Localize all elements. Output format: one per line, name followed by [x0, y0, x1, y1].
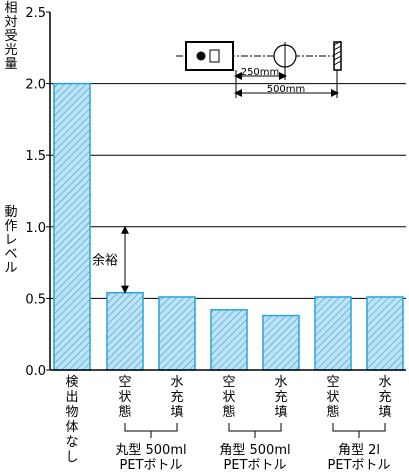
y-tick-label: 0.5: [25, 292, 46, 307]
reflector-hatch: [333, 50, 342, 56]
reflector-hatch: [333, 40, 342, 46]
y-tick-label: 0.0: [25, 364, 46, 379]
sensor-emitter-icon: [196, 51, 206, 61]
category-label: 空状態: [222, 375, 235, 420]
y-tick-label: 1.5: [25, 149, 46, 164]
dim-label-short: 250mm: [241, 67, 280, 78]
group-label-line2: PETボトル: [120, 458, 183, 473]
axes: [49, 12, 406, 371]
group-label-line2: PETボトル: [224, 458, 287, 473]
annotations: 余裕: [92, 225, 129, 294]
group-bracket: [228, 423, 282, 432]
group-label-line1: 角型 2l: [338, 443, 380, 458]
y-tick-label: 1.0: [25, 221, 46, 236]
category-label: 水充填: [170, 375, 183, 420]
group-label-line1: 角型 500ml: [219, 443, 290, 458]
category-label: 水充填: [378, 375, 391, 420]
sensor-receiver-icon: [209, 49, 220, 63]
threshold-label: 動作レベル: [4, 205, 18, 276]
bar: [314, 296, 352, 371]
group-label-line2: PETボトル: [328, 458, 391, 473]
group-bracket: [332, 423, 386, 432]
bar: [106, 291, 144, 371]
category-label: 空状態: [326, 375, 339, 420]
bars: [53, 82, 404, 371]
category-label: 水充填: [274, 375, 287, 420]
setup-diagram: 250mm 500mm: [176, 40, 342, 98]
bar: [210, 309, 248, 371]
bar: [262, 314, 300, 371]
reflector-hatch: [333, 55, 342, 61]
y-tick-label: 2.0: [25, 78, 46, 93]
category-labels: 検出物体なし 空状態 水充填 空状態 水充填 空状態 水充填: [65, 375, 391, 465]
reflector-hatch: [333, 60, 342, 66]
category-label: 検出物体なし: [65, 375, 78, 465]
bar: [53, 82, 91, 371]
group-bracket: [124, 423, 178, 432]
category-label: 空状態: [118, 375, 131, 420]
y-ticks: 0.0 0.5 1.0 1.5 2.0 2.5: [25, 6, 50, 379]
margin-label: 余裕: [92, 253, 118, 269]
reflector-hatch: [333, 45, 342, 51]
group-label-line1: 丸型 500ml: [115, 443, 186, 458]
bar: [158, 296, 196, 371]
dim-label-long: 500mm: [267, 84, 306, 95]
y-axis-label: 相対受光量: [4, 1, 18, 72]
bar: [366, 296, 404, 371]
y-tick-label: 2.5: [25, 6, 46, 21]
sensor-icon: [185, 41, 234, 71]
